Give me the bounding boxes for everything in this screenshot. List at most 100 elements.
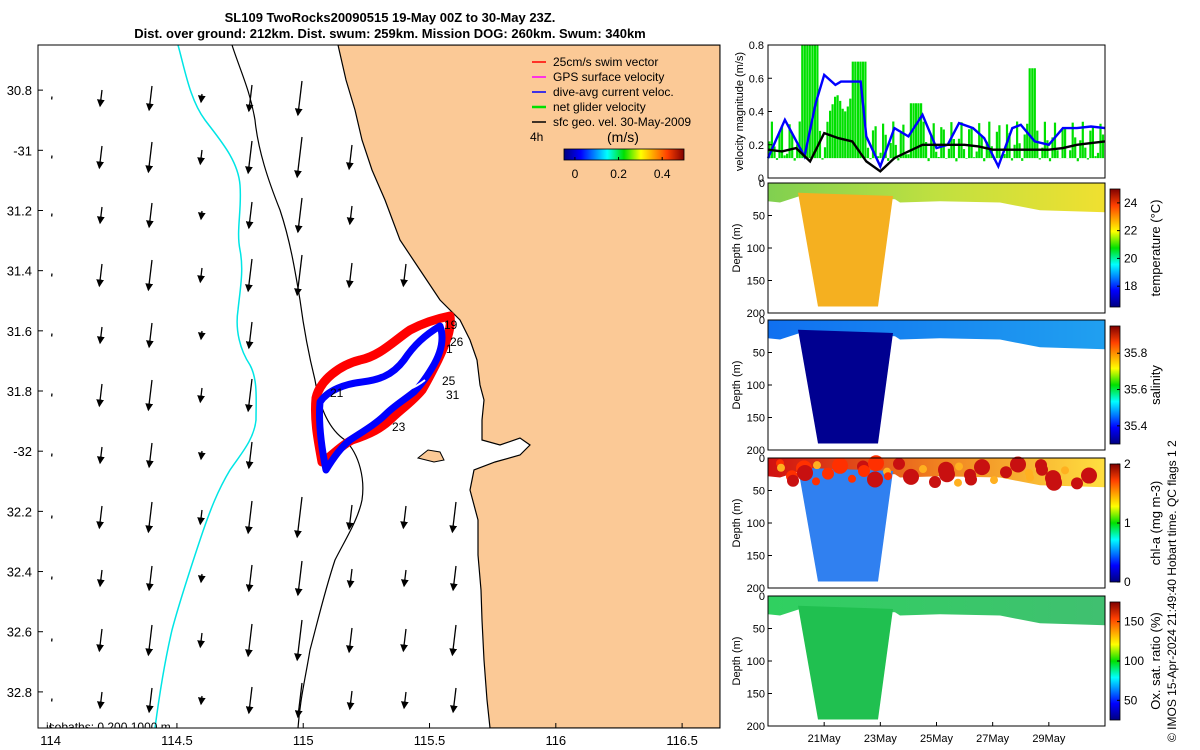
dive-avg-current-line bbox=[766, 72, 1106, 170]
colorbar-label: salinity bbox=[1148, 365, 1163, 405]
depth-tick-label: 0 bbox=[759, 453, 765, 465]
velocity-arrow bbox=[450, 565, 458, 592]
depth-tick-label: 0 bbox=[759, 315, 765, 327]
chl-patch bbox=[867, 471, 883, 488]
chl-patch bbox=[858, 465, 870, 477]
chl-patch bbox=[1081, 467, 1097, 484]
chl-patch bbox=[848, 474, 856, 483]
chl-patch bbox=[1000, 466, 1012, 479]
velocity-arrow bbox=[96, 505, 105, 530]
chl-patch bbox=[777, 463, 785, 472]
velocity-arrow bbox=[346, 205, 355, 226]
legend-dive-avg: dive-avg current veloc. bbox=[553, 85, 674, 99]
chl-patch bbox=[884, 472, 892, 481]
velocity-arrow bbox=[197, 450, 206, 461]
depth-tick-label: 200 bbox=[747, 721, 765, 733]
date-tick-label: 23May bbox=[864, 733, 898, 745]
x-tick-label: 115 bbox=[293, 733, 314, 748]
ts-y-tick-label: 0 bbox=[758, 173, 764, 185]
velocity-arrow bbox=[197, 509, 205, 526]
scale-label: 4h bbox=[530, 130, 543, 144]
velocity-arrow bbox=[96, 206, 105, 225]
surface-layer bbox=[768, 596, 1105, 626]
track-label-26: 26 bbox=[450, 335, 464, 349]
deep-dive-wedge bbox=[798, 467, 893, 582]
velocity-arrow bbox=[197, 267, 205, 284]
chl-patch bbox=[955, 462, 963, 471]
colorbar-tick-label: 0.2 bbox=[610, 167, 627, 181]
velocity-arrow bbox=[346, 504, 354, 531]
velocity-arrow bbox=[400, 569, 409, 588]
depth-tick-label: 150 bbox=[747, 551, 765, 563]
colorbar-tick-label: 150 bbox=[1124, 615, 1144, 629]
surface-layer bbox=[768, 183, 1105, 213]
title-line-1: SL109 TwoRocks20090515 19-May 00Z to 30-… bbox=[224, 10, 556, 25]
title-line-2: Dist. over ground: 212km. Dist. swum: 25… bbox=[134, 26, 646, 41]
velocity-arrow bbox=[294, 197, 303, 234]
x-tick-label: 116.5 bbox=[666, 733, 698, 748]
velocity-arrow bbox=[145, 379, 154, 412]
velocity-arrow bbox=[449, 624, 458, 657]
chl-patch bbox=[954, 478, 962, 487]
section-colorbar bbox=[1109, 188, 1121, 308]
colorbar-label: chl-a (mg m-3) bbox=[1148, 481, 1163, 566]
chl-patch bbox=[903, 468, 919, 485]
velocity-arrow bbox=[294, 136, 303, 179]
date-tick-label: 29May bbox=[1032, 733, 1066, 745]
chl-patch bbox=[812, 477, 820, 486]
colorbar-tick-label: 35.4 bbox=[1124, 419, 1148, 433]
velocity-arrow bbox=[245, 140, 253, 175]
colorbar-tick-label: 20 bbox=[1124, 251, 1138, 265]
velocity-arrow bbox=[346, 627, 354, 654]
y-tick-label: 31.2 bbox=[7, 203, 32, 218]
chl-patch bbox=[832, 457, 848, 474]
depth-tick-label: 150 bbox=[747, 413, 765, 425]
date-tick-label: 25May bbox=[920, 733, 954, 745]
glider-track bbox=[310, 311, 455, 474]
depth-tick-label: 200 bbox=[747, 445, 765, 457]
velocity-arrow bbox=[197, 573, 206, 584]
track-label-23: 23 bbox=[392, 420, 406, 434]
chl-patch bbox=[1010, 456, 1026, 473]
legend-swim-vector: 25cm/s swim vector bbox=[553, 55, 658, 69]
y-tick-label: 31.8 bbox=[7, 384, 32, 399]
y-tick-label: 30.8 bbox=[7, 83, 32, 98]
chl-patch bbox=[893, 457, 905, 470]
velocity-arrow bbox=[146, 85, 154, 112]
velocity-arrow bbox=[145, 259, 154, 292]
depth-tick-label: 100 bbox=[747, 656, 765, 668]
velocity-arrow bbox=[346, 690, 355, 711]
sfc-geo-velocity-line bbox=[767, 131, 1106, 173]
track-inner bbox=[329, 379, 426, 406]
velocity-arrow bbox=[294, 80, 303, 117]
rottnest-island bbox=[416, 449, 445, 463]
velocity-arrow bbox=[197, 632, 205, 649]
velocity-arrow bbox=[400, 628, 409, 653]
salinity-section: 0 50 100 150 200 Depth (m) 35.4 35.6 35.8salinit… bbox=[731, 315, 1163, 457]
x-tick-label: 114.5 bbox=[161, 733, 193, 748]
depth-tick-label: 100 bbox=[747, 243, 765, 255]
depth-tick-label: 150 bbox=[747, 276, 765, 288]
colorbar-tick-label: 2 bbox=[1124, 457, 1131, 471]
track-label-25: 25 bbox=[442, 374, 456, 388]
colorbar-tick-label: 100 bbox=[1124, 654, 1144, 668]
velocity-arrow bbox=[245, 84, 254, 113]
chl-patch bbox=[1061, 466, 1069, 475]
velocity-arrow bbox=[146, 322, 154, 349]
chl-patch bbox=[939, 466, 955, 483]
velocity-arrow bbox=[197, 330, 206, 341]
surface-layer bbox=[768, 320, 1105, 350]
map-colorbar-ticks: 0 0.2 0.4 bbox=[572, 157, 671, 181]
geostrophic-velocity-arrows bbox=[50, 80, 458, 719]
colorbar-tick-label: 0 bbox=[572, 167, 579, 181]
chl-patch bbox=[822, 467, 834, 480]
velocity-arrow bbox=[96, 569, 105, 588]
depth-tick-label: 50 bbox=[753, 486, 765, 498]
velocity-arrow bbox=[294, 682, 303, 719]
y-tick-label: 32.4 bbox=[7, 565, 32, 580]
velocity-arrow bbox=[245, 623, 253, 658]
velocity-arrow bbox=[146, 442, 154, 469]
velocity-arrow bbox=[449, 501, 458, 534]
deep-dive-wedge bbox=[798, 192, 893, 307]
